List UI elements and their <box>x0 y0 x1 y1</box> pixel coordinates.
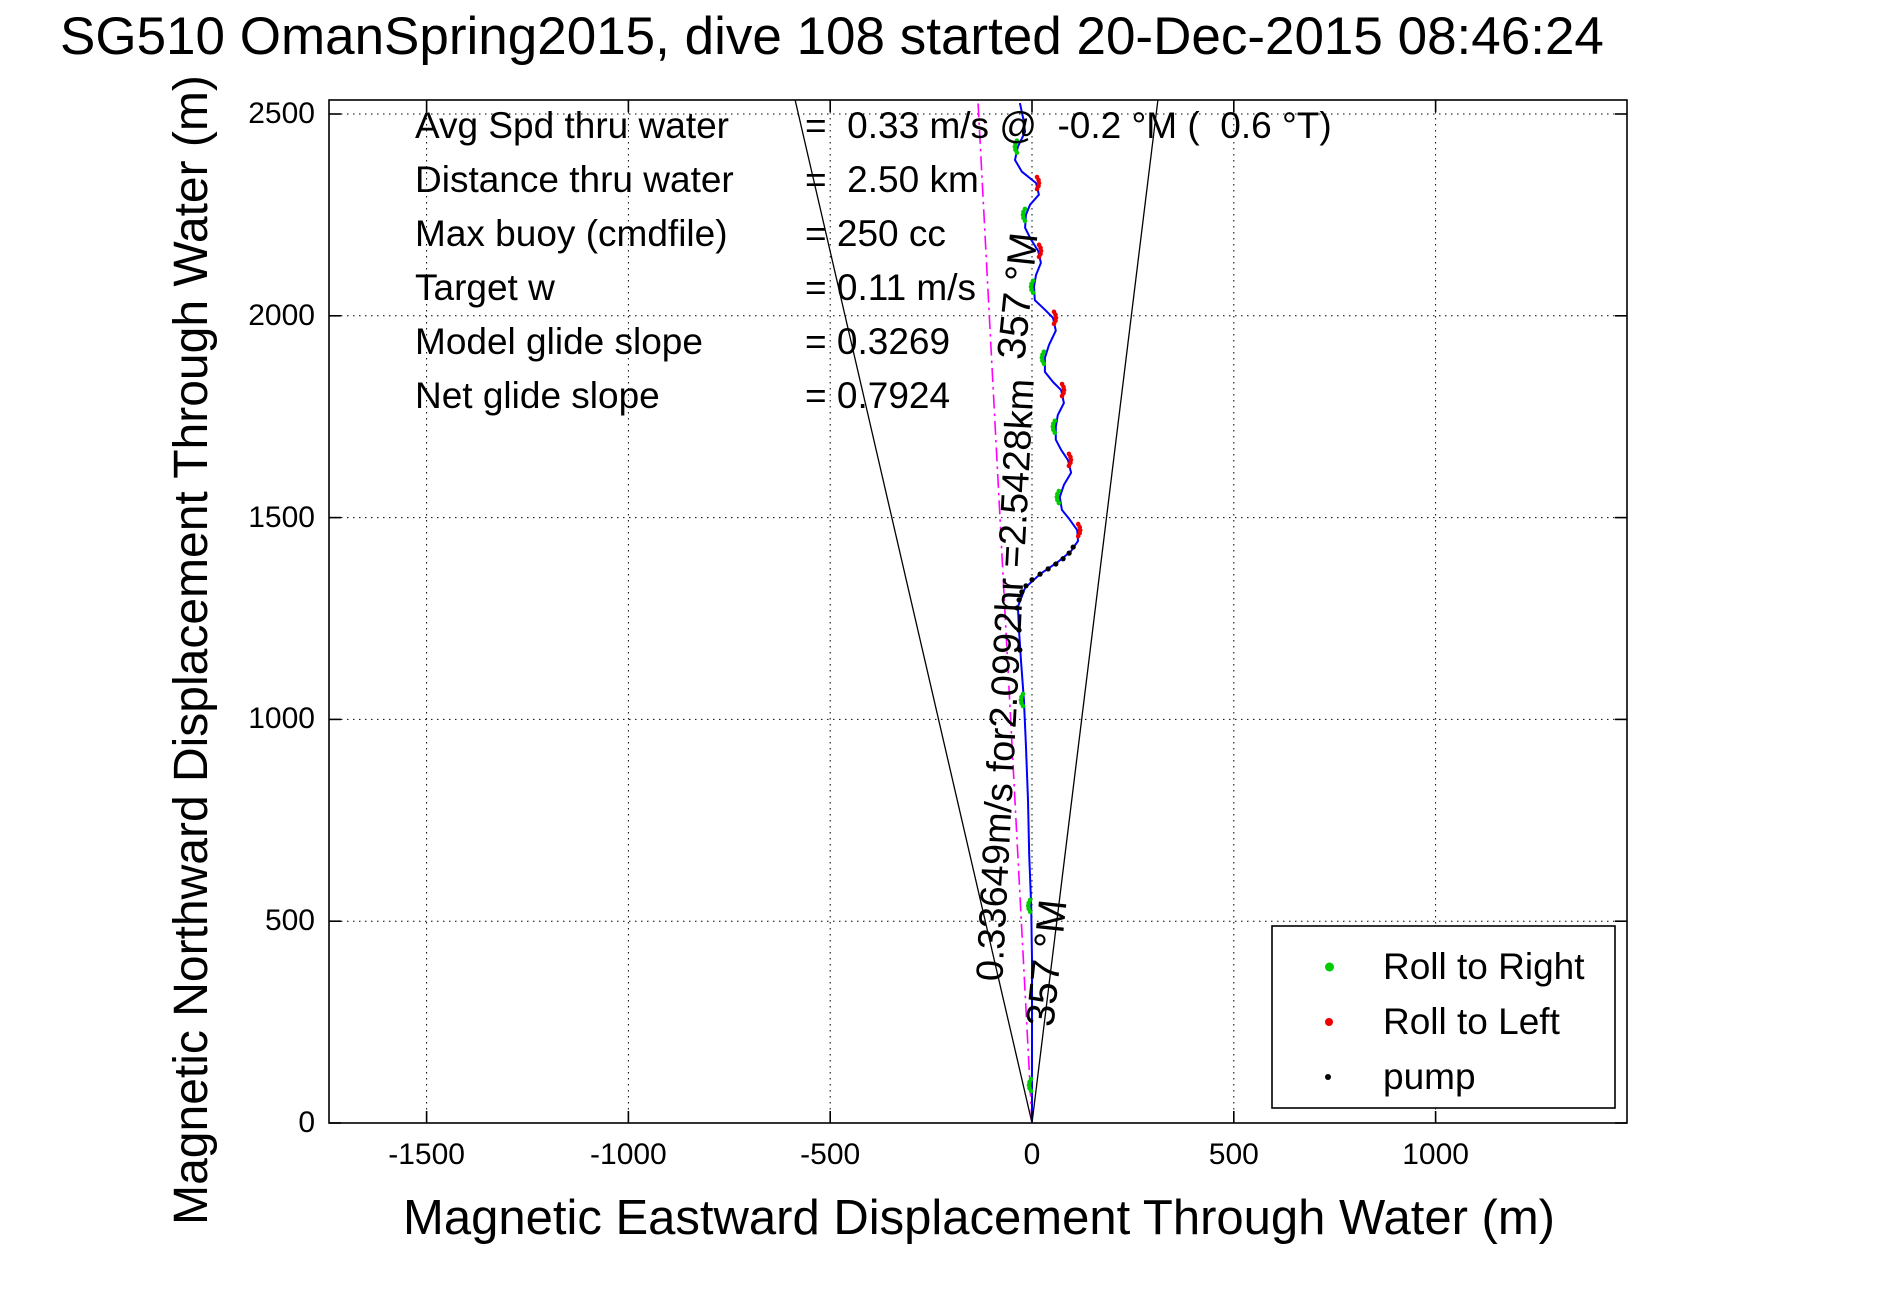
figure-title: SG510 OmanSpring2015, dive 108 started 2… <box>60 7 1604 66</box>
x-tick-label: 0 <box>1023 1138 1041 1171</box>
pump-marker <box>1053 561 1059 567</box>
legend-item-label: pump <box>1383 1056 1476 1097</box>
y-tick-label: 1500 <box>248 500 315 534</box>
roll-to-right-marker <box>1041 361 1047 367</box>
x-tick-label: -1000 <box>590 1138 667 1171</box>
legend-row: Roll to Right <box>1272 947 1615 987</box>
desired-track-357M-line <box>977 99 1033 1124</box>
stat-value: = 0.7924 <box>805 375 951 416</box>
y-tick-label: 1000 <box>248 702 315 736</box>
legend-row: pump <box>1272 1057 1615 1097</box>
stat-label: Max buoy (cmdfile) <box>415 213 728 254</box>
axes-box <box>328 99 1628 1124</box>
roll-to-right-marker <box>1030 290 1036 296</box>
pump-marker <box>1045 566 1051 572</box>
legend-item-label: Roll to Right <box>1383 946 1585 987</box>
stat-value: = 2.50 km <box>805 159 979 200</box>
legend-marker-dot <box>1325 1018 1333 1026</box>
stat-label: Distance thru water <box>415 159 734 200</box>
roll-to-left-marker <box>1036 254 1042 260</box>
legend: Roll to Right Roll to Left pump <box>1272 926 1615 1108</box>
stat-value: = 0.3269 <box>805 321 951 362</box>
stat-value: = 0.33 m/s @ -0.2 °M ( 0.6 °T) <box>805 105 1332 146</box>
pump-marker <box>1016 627 1022 633</box>
pump-marker <box>1019 589 1025 595</box>
stat-label: Net glide slope <box>415 375 660 416</box>
roll-to-left-marker <box>1051 321 1057 327</box>
pump-marker <box>1037 571 1043 577</box>
roll-to-right-marker <box>1014 150 1020 155</box>
legend-item-label: Roll to Left <box>1383 1001 1560 1042</box>
roll-to-right-marker <box>1027 909 1033 915</box>
roll-to-right-marker <box>1056 500 1062 506</box>
legend-row: Roll to Left <box>1272 1002 1615 1042</box>
roll-to-left-marker <box>1066 463 1072 469</box>
roll-to-left-marker <box>1034 186 1040 192</box>
roll-to-right-marker <box>1052 430 1058 436</box>
pump-marker <box>1023 583 1029 589</box>
bearing-cone-right-line <box>1031 99 1159 1124</box>
roll-to-left-marker <box>1059 393 1065 399</box>
roll-to-right-marker <box>1020 703 1026 709</box>
pump-marker <box>1066 550 1072 556</box>
legend-marker-dot <box>1325 1074 1331 1080</box>
legend-marker-dot <box>1325 962 1334 972</box>
stat-label: Avg Spd thru water <box>415 105 729 146</box>
x-tick-label: 500 <box>1208 1138 1259 1171</box>
x-tick-label: 1000 <box>1402 1138 1469 1171</box>
y-tick-label: 2500 <box>248 97 315 130</box>
x-tick-label: -500 <box>800 1138 861 1171</box>
x-axis-label: Magnetic Eastward Displacement Through W… <box>403 1191 1555 1245</box>
roll-to-right-marker <box>1028 1088 1034 1094</box>
figure-window: { "title": "SG510 OmanSpring2015, dive 1… <box>60 7 1628 1245</box>
pump-marker <box>1016 597 1022 603</box>
y-axis-label: Magnetic Northward Displacement Through … <box>165 75 218 1225</box>
stat-label: Model glide slope <box>415 321 703 362</box>
stat-label: Target w <box>415 267 555 308</box>
bearing-cone-left-line <box>794 99 1033 1124</box>
y-tick-label: 2000 <box>248 298 315 332</box>
y-tick-label: 0 <box>298 1106 315 1139</box>
pump-marker <box>1029 577 1035 583</box>
pump-marker <box>1070 544 1076 550</box>
pump-marker <box>1017 647 1023 653</box>
pump-marker <box>1060 556 1066 562</box>
x-tick-label: -1500 <box>388 1138 465 1171</box>
pump-marker <box>1014 605 1020 611</box>
stat-value: = 0.11 m/s <box>805 267 977 308</box>
y-tick-label: 500 <box>264 904 315 938</box>
roll-to-left-marker <box>1075 533 1081 539</box>
stat-value: = 250 cc <box>805 213 946 254</box>
roll-to-right-marker <box>1022 218 1028 224</box>
